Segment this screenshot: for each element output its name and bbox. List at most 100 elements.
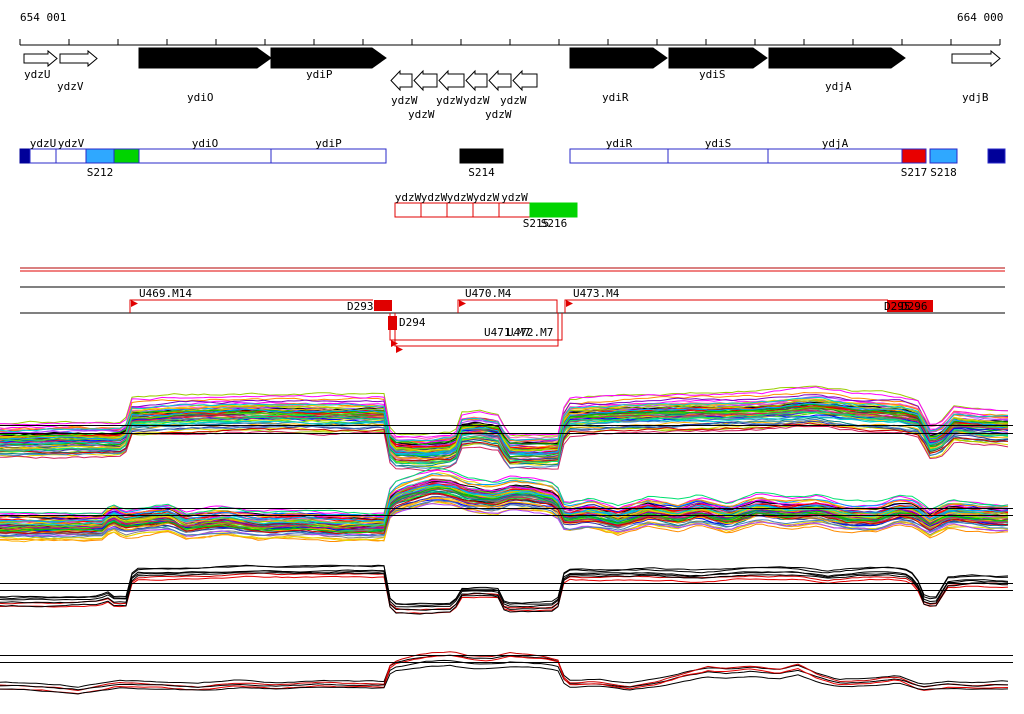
segment-track-2-label: ydzW — [395, 191, 422, 204]
segment-track-1-cell[interactable] — [459, 148, 504, 164]
gene-label-ydiP: ydiP — [306, 68, 333, 81]
segment-track-1-cell[interactable] — [767, 148, 903, 164]
expression-trace — [0, 564, 1009, 606]
expression-trace — [0, 570, 1009, 611]
segment-track-2-cell[interactable] — [420, 202, 448, 218]
segment-track-1-cell[interactable] — [901, 148, 927, 164]
gene-label-ydjB: ydjB — [962, 91, 989, 104]
expression-trace — [0, 409, 1009, 455]
segment-track-1-cell[interactable] — [667, 148, 769, 164]
gene-label-ydiO: ydiO — [187, 91, 214, 104]
segment-track-1-cell[interactable] — [19, 148, 31, 164]
probe-block-label: D296 — [901, 300, 928, 313]
expression-trace — [0, 386, 1009, 438]
segment-track-1-cell[interactable] — [929, 148, 958, 164]
ruler-start-coordinate: 654 001 — [20, 11, 67, 24]
expression-trace — [0, 391, 1009, 445]
expression-trace — [0, 467, 1009, 516]
probe-step-label: U469.M14 — [139, 287, 192, 300]
probe-step-label: U471.M7 — [484, 326, 530, 339]
probe-block-D295[interactable] — [887, 300, 911, 312]
gene-arrow-ydzV[interactable] — [59, 49, 98, 68]
segment-track-2-cell[interactable] — [472, 202, 500, 218]
gene-arrow-ydjB[interactable] — [951, 49, 1001, 68]
segment-track-1-cell[interactable] — [270, 148, 387, 164]
expression-trace — [0, 425, 1009, 472]
segment-track-1-label: ydiR — [606, 137, 633, 150]
expression-trace — [0, 572, 1008, 615]
expression-trace — [0, 407, 1009, 458]
probe-step-U473.M4[interactable] — [564, 299, 888, 313]
segment-track-2-sublabel: S215 — [523, 217, 550, 230]
expression-trace — [0, 421, 1009, 468]
segment-track-1-label: ydjA — [822, 137, 849, 150]
gene-arrow-ydzW[interactable] — [465, 69, 488, 92]
segment-track-2-cell[interactable] — [529, 202, 578, 218]
segment-track-1-cell[interactable] — [85, 148, 115, 164]
probe-block-D294[interactable] — [388, 316, 397, 330]
segment-track-1-cell[interactable] — [29, 148, 57, 164]
segment-track-1-cell[interactable] — [55, 148, 87, 164]
segment-track-1-sublabel: S214 — [468, 166, 495, 179]
expression-trace — [0, 575, 1009, 614]
segment-track-2-label: ydzW — [501, 191, 528, 204]
probe-step-U469.M14[interactable] — [129, 299, 373, 313]
gene-arrow-ydzW[interactable] — [438, 69, 465, 92]
gene-label-ydzW: ydzW — [500, 94, 527, 107]
segment-track-2-sublabel: S216 — [541, 217, 568, 230]
segment-track-1-sublabel: S217 — [901, 166, 928, 179]
segment-track-1-cell[interactable] — [138, 148, 272, 164]
gene-arrow-ydzW[interactable] — [390, 69, 413, 92]
gene-label-ydzW: ydzW — [391, 94, 418, 107]
expression-trace — [0, 503, 1009, 537]
probe-block-D296[interactable] — [909, 300, 933, 312]
probe-step-flag — [566, 300, 573, 307]
probe-block-label: D295 — [884, 300, 911, 313]
segment-track-1-cell[interactable] — [113, 148, 140, 164]
gene-label-ydiR: ydiR — [602, 91, 629, 104]
gene-label-ydiS: ydiS — [699, 68, 726, 81]
gene-arrow-ydzW[interactable] — [413, 69, 438, 92]
segment-track-2-label: ydzW — [447, 191, 474, 204]
segment-track-2-label: ydzW — [473, 191, 500, 204]
expression-trace — [0, 418, 1009, 469]
segment-track-1-label: ydiS — [705, 137, 732, 150]
expression-trace — [0, 402, 1009, 455]
gene-label-ydzW: ydzW — [463, 94, 490, 107]
gene-arrow-ydjA[interactable] — [768, 47, 906, 69]
expression-trace — [0, 411, 1009, 465]
segment-track-1-label: ydiP — [315, 137, 342, 150]
segment-track-2-cell[interactable] — [394, 202, 422, 218]
segment-track-1-sublabel: S212 — [87, 166, 114, 179]
gene-arrow-ydzU[interactable] — [23, 49, 58, 68]
probe-block-label: D294 — [399, 316, 426, 329]
gene-arrow-ydzW[interactable] — [512, 69, 538, 92]
expression-trace — [0, 396, 1009, 442]
expression-trace — [0, 499, 1009, 538]
probe-step-U470.M4[interactable] — [457, 299, 558, 313]
gene-label-ydzW: ydzW — [485, 108, 512, 121]
segment-track-1-label: ydzU — [30, 137, 57, 150]
expression-trace — [0, 422, 1009, 464]
probe-step-label: U472.M7 — [507, 326, 553, 339]
segment-track-2-cell[interactable] — [446, 202, 474, 218]
expression-trace — [0, 484, 1009, 526]
ruler-end-coordinate: 664 000 — [957, 11, 1004, 24]
gene-arrow-ydiP[interactable] — [270, 47, 387, 69]
gene-arrow-ydiO[interactable] — [138, 47, 272, 69]
gene-label-ydzV: ydzV — [57, 80, 84, 93]
expression-trace — [0, 406, 1009, 452]
segment-track-1-cell[interactable] — [987, 148, 1006, 164]
probe-step-flag — [459, 300, 466, 307]
gene-arrow-ydiS[interactable] — [668, 47, 768, 69]
probe-step-flag — [131, 300, 138, 307]
gene-arrow-ydiR[interactable] — [569, 47, 668, 69]
segment-track-1-cell[interactable] — [569, 148, 669, 164]
probe-step-label: U473.M4 — [573, 287, 620, 300]
gene-label-ydzU: ydzU — [24, 68, 51, 81]
expression-trace — [0, 654, 1009, 688]
probe-block-D293[interactable] — [374, 300, 392, 311]
gene-arrow-ydzW[interactable] — [488, 69, 512, 92]
segment-track-2-cell[interactable] — [498, 202, 531, 218]
